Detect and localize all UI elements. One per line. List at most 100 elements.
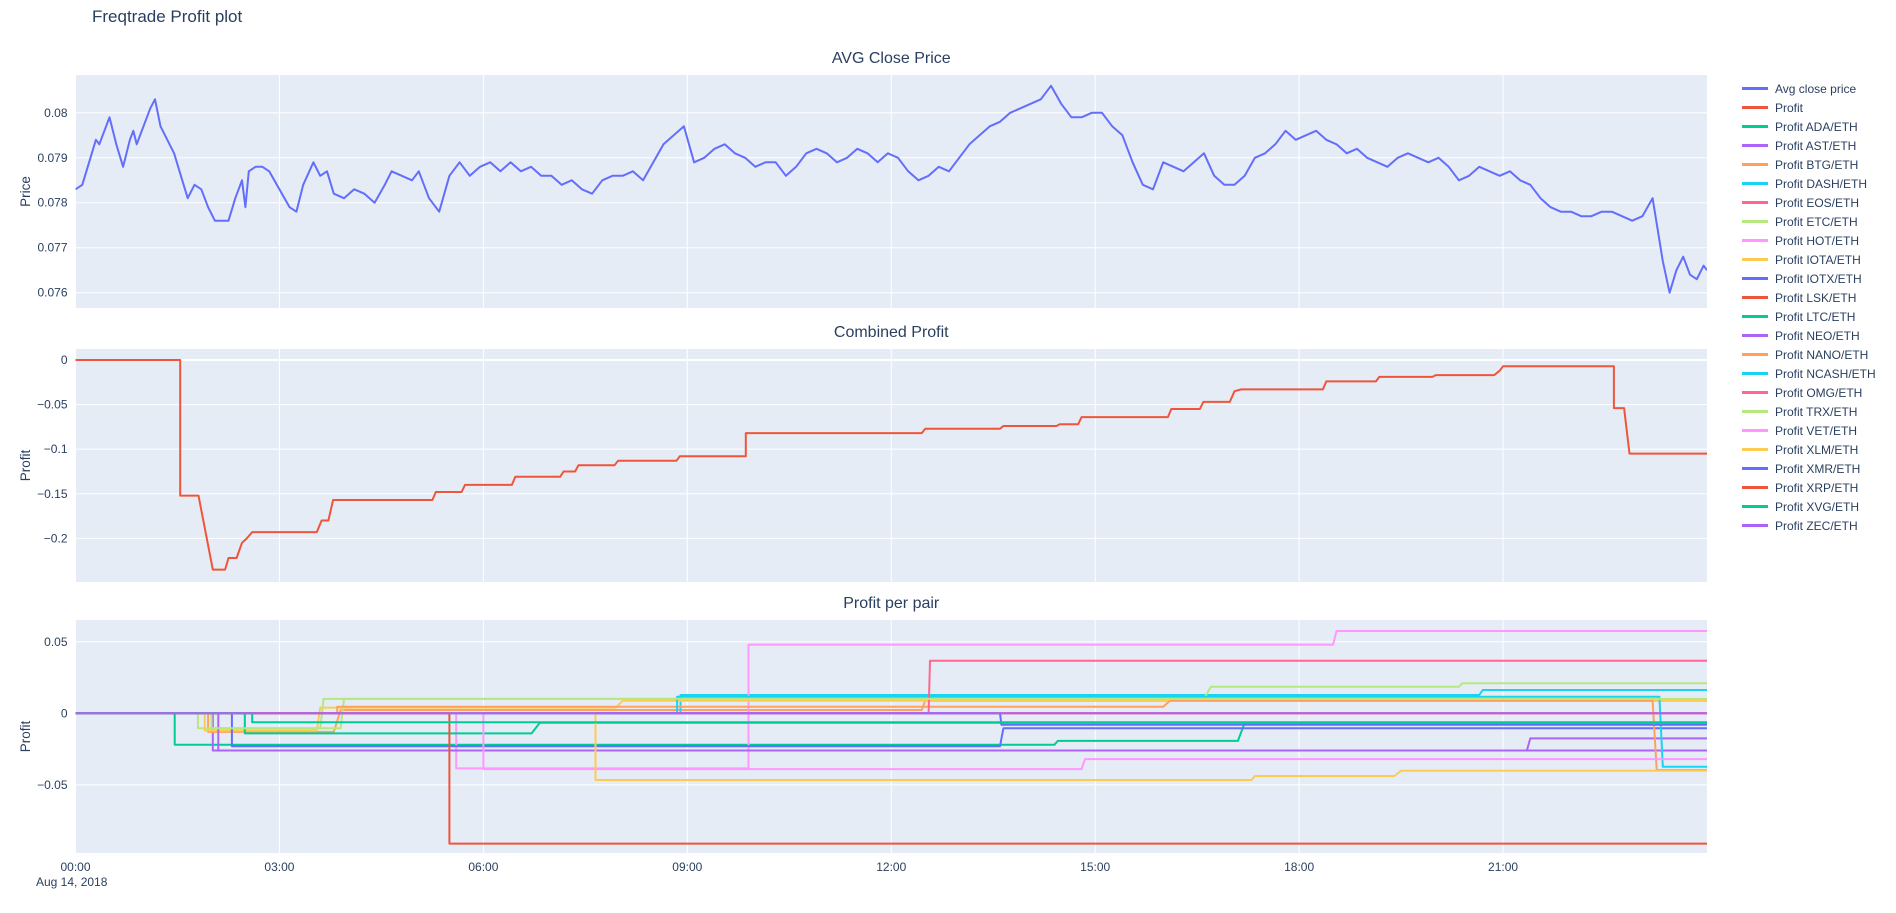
x-axis-date-label: Aug 14, 2018 bbox=[36, 875, 108, 889]
y-tick-label: 0.077 bbox=[37, 241, 67, 255]
legend-label: Profit IOTA/ETH bbox=[1775, 252, 1861, 267]
legend-line-swatch bbox=[1742, 182, 1768, 185]
legend-line-swatch bbox=[1742, 505, 1768, 508]
legend-item-profit-ada-eth[interactable]: Profit ADA/ETH bbox=[1742, 117, 1876, 136]
y-axis-title: Profit bbox=[18, 449, 33, 481]
y-tick-label: −0.2 bbox=[44, 531, 68, 545]
x-tick-label: 21:00 bbox=[1488, 860, 1518, 874]
legend-line-swatch bbox=[1742, 106, 1768, 109]
legend-label: Profit VET/ETH bbox=[1775, 423, 1858, 438]
x-tick-label: 12:00 bbox=[876, 860, 906, 874]
y-tick-label: 0.076 bbox=[37, 286, 67, 300]
legend-line-swatch bbox=[1742, 258, 1768, 261]
legend-item-profit-xrp-eth[interactable]: Profit XRP/ETH bbox=[1742, 478, 1876, 497]
legend-item-profit-etc-eth[interactable]: Profit ETC/ETH bbox=[1742, 212, 1876, 231]
legend-item-profit[interactable]: Profit bbox=[1742, 98, 1876, 117]
legend-line-swatch bbox=[1742, 334, 1768, 337]
legend-label: Profit XRP/ETH bbox=[1775, 480, 1859, 495]
y-tick-label: 0 bbox=[61, 353, 68, 367]
legend-item-profit-ast-eth[interactable]: Profit AST/ETH bbox=[1742, 136, 1876, 155]
legend-label: Profit NCASH/ETH bbox=[1775, 366, 1876, 381]
legend-label: Profit IOTX/ETH bbox=[1775, 271, 1862, 286]
legend-label: Profit XVG/ETH bbox=[1775, 499, 1860, 514]
legend-label: Avg close price bbox=[1775, 81, 1857, 96]
legend-item-avg-close-price[interactable]: Avg close price bbox=[1742, 79, 1876, 98]
legend-line-swatch bbox=[1742, 296, 1768, 299]
legend-label: Profit HOT/ETH bbox=[1775, 233, 1860, 248]
series-line-profit-btg-eth bbox=[75, 699, 1707, 733]
y-tick-label: −0.15 bbox=[37, 487, 68, 501]
legend-line-swatch bbox=[1742, 467, 1768, 470]
legend-item-profit-vet-eth[interactable]: Profit VET/ETH bbox=[1742, 421, 1876, 440]
legend-label: Profit XMR/ETH bbox=[1775, 461, 1861, 476]
legend-line-swatch bbox=[1742, 87, 1768, 90]
y-tick-label: 0 bbox=[61, 706, 68, 720]
legend-line-swatch bbox=[1742, 391, 1768, 394]
legend-label: Profit NEO/ETH bbox=[1775, 328, 1860, 343]
x-tick-label: 18:00 bbox=[1284, 860, 1314, 874]
y-tick-label: −0.05 bbox=[37, 778, 68, 792]
legend-line-swatch bbox=[1742, 448, 1768, 451]
series-line-profit-xlm-eth bbox=[75, 712, 1707, 781]
legend-line-swatch bbox=[1742, 315, 1768, 318]
y-axis-title: Price bbox=[18, 176, 33, 207]
legend-item-profit-iota-eth[interactable]: Profit IOTA/ETH bbox=[1742, 250, 1876, 269]
legend-label: Profit ADA/ETH bbox=[1775, 119, 1858, 134]
x-tick-label: 03:00 bbox=[264, 860, 294, 874]
legend-item-profit-eos-eth[interactable]: Profit EOS/ETH bbox=[1742, 193, 1876, 212]
y-axis-title: Profit bbox=[18, 720, 33, 752]
subplot-title: Combined Profit bbox=[834, 324, 949, 341]
legend-line-swatch bbox=[1742, 163, 1768, 166]
y-tick-label: −0.1 bbox=[44, 442, 68, 456]
series-line-avg-close-price bbox=[75, 84, 1707, 294]
legend-item-profit-hot-eth[interactable]: Profit HOT/ETH bbox=[1742, 231, 1876, 250]
legend-line-swatch bbox=[1742, 144, 1768, 147]
legend-item-profit-trx-eth[interactable]: Profit TRX/ETH bbox=[1742, 402, 1876, 421]
legend-item-profit-xvg-eth[interactable]: Profit XVG/ETH bbox=[1742, 497, 1876, 516]
legend-label: Profit AST/ETH bbox=[1775, 138, 1857, 153]
legend-item-profit-iotx-eth[interactable]: Profit IOTX/ETH bbox=[1742, 269, 1876, 288]
legend-label: Profit LSK/ETH bbox=[1775, 290, 1857, 305]
legend-line-swatch bbox=[1742, 524, 1768, 527]
legend-item-profit-xlm-eth[interactable]: Profit XLM/ETH bbox=[1742, 440, 1876, 459]
legend-label: Profit DASH/ETH bbox=[1775, 176, 1868, 191]
legend-item-profit-xmr-eth[interactable]: Profit XMR/ETH bbox=[1742, 459, 1876, 478]
series-line-profit-iota-eth bbox=[75, 699, 1707, 732]
legend-item-profit-zec-eth[interactable]: Profit ZEC/ETH bbox=[1742, 516, 1876, 535]
series-line-profit-ada-eth bbox=[75, 712, 1707, 746]
x-tick-label: 15:00 bbox=[1080, 860, 1110, 874]
y-tick-label: −0.05 bbox=[37, 398, 68, 412]
series-line-profit bbox=[75, 359, 1707, 571]
legend-label: Profit bbox=[1775, 100, 1804, 115]
legend-line-swatch bbox=[1742, 220, 1768, 223]
legend-label: Profit ETC/ETH bbox=[1775, 214, 1858, 229]
x-tick-label: 06:00 bbox=[468, 860, 498, 874]
legend-line-swatch bbox=[1742, 125, 1768, 128]
subplot-title: AVG Close Price bbox=[832, 50, 951, 67]
x-tick-label: 09:00 bbox=[672, 860, 702, 874]
legend-label: Profit LTC/ETH bbox=[1775, 309, 1856, 324]
figure-title: Freqtrade Profit plot bbox=[92, 7, 243, 26]
legend-item-profit-btg-eth[interactable]: Profit BTG/ETH bbox=[1742, 155, 1876, 174]
legend-line-swatch bbox=[1742, 239, 1768, 242]
legend-item-profit-nano-eth[interactable]: Profit NANO/ETH bbox=[1742, 345, 1876, 364]
y-tick-label: 0.078 bbox=[37, 196, 67, 210]
legend-label: Profit ZEC/ETH bbox=[1775, 518, 1858, 533]
legend-line-swatch bbox=[1742, 277, 1768, 280]
legend: Avg close price Profit Profit ADA/ETH Profi… bbox=[1742, 79, 1876, 535]
legend-item-profit-ltc-eth[interactable]: Profit LTC/ETH bbox=[1742, 307, 1876, 326]
legend-label: Profit BTG/ETH bbox=[1775, 157, 1859, 172]
y-tick-label: 0.05 bbox=[44, 635, 68, 649]
legend-item-profit-omg-eth[interactable]: Profit OMG/ETH bbox=[1742, 383, 1876, 402]
legend-line-swatch bbox=[1742, 353, 1768, 356]
legend-line-swatch bbox=[1742, 372, 1768, 375]
legend-item-profit-ncash-eth[interactable]: Profit NCASH/ETH bbox=[1742, 364, 1876, 383]
legend-item-profit-lsk-eth[interactable]: Profit LSK/ETH bbox=[1742, 288, 1876, 307]
legend-label: Profit OMG/ETH bbox=[1775, 385, 1863, 400]
legend-line-swatch bbox=[1742, 201, 1768, 204]
x-tick-label: 00:00 bbox=[60, 860, 90, 874]
legend-item-profit-neo-eth[interactable]: Profit NEO/ETH bbox=[1742, 326, 1876, 345]
legend-item-profit-dash-eth[interactable]: Profit DASH/ETH bbox=[1742, 174, 1876, 193]
